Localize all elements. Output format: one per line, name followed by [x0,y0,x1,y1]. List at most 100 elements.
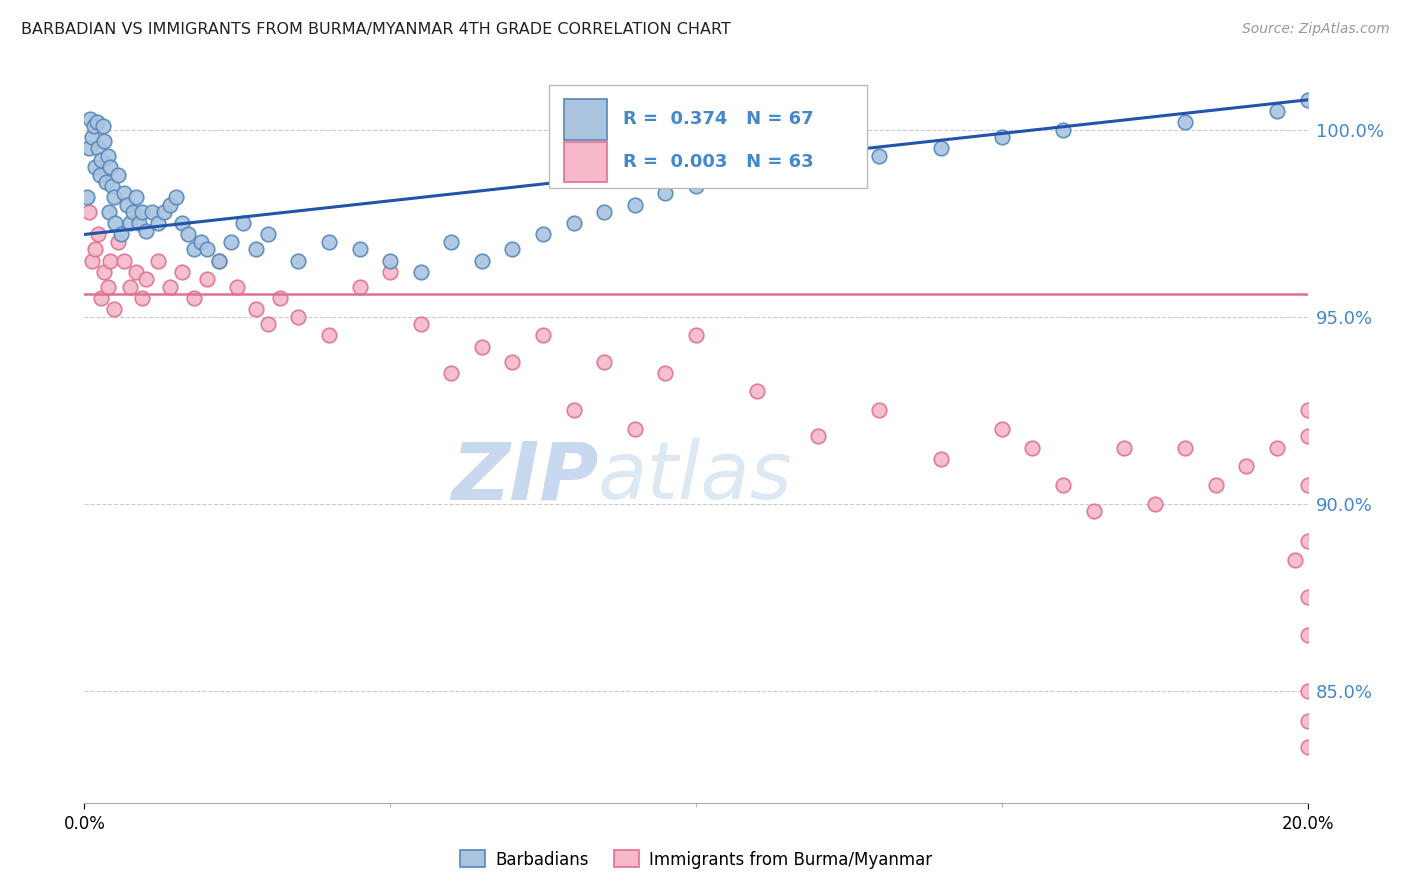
Point [131,291,153,305]
Point [1205,478,1227,492]
Point [562,216,585,230]
Point [1296,627,1319,641]
Point [195,243,218,257]
Point [245,302,267,317]
Point [685,328,707,343]
Point [125,190,148,204]
Point [929,141,952,155]
Point [195,272,218,286]
Point [318,328,340,343]
Point [91,119,114,133]
Point [287,310,309,324]
Point [90,153,112,167]
Point [79,112,101,126]
Point [245,243,267,257]
FancyBboxPatch shape [564,142,606,182]
Point [1296,683,1319,698]
Point [93,134,115,148]
Point [1284,553,1306,567]
Point [440,366,463,380]
Point [146,253,169,268]
Point [685,178,707,193]
Point [165,190,187,204]
Point [90,291,112,305]
Point [1296,478,1319,492]
Point [84,160,107,174]
Point [257,317,280,331]
Point [128,216,150,230]
Point [349,243,371,257]
Point [93,265,115,279]
Point [1296,739,1319,754]
Point [183,243,205,257]
Point [98,160,121,174]
Point [409,317,432,331]
Point [135,224,157,238]
Point [471,253,494,268]
Point [1296,403,1319,417]
Point [1174,115,1197,129]
Point [122,205,145,219]
Text: R =  0.003   N = 63: R = 0.003 N = 63 [623,153,813,171]
Point [1236,459,1258,474]
Point [562,403,585,417]
Point [120,280,142,294]
Point [98,253,121,268]
Point [104,216,127,230]
Point [172,265,194,279]
Point [869,149,891,163]
Point [257,227,280,242]
Point [1296,590,1319,604]
Point [97,205,120,219]
Point [807,429,830,443]
Point [86,115,108,129]
Text: Source: ZipAtlas.com: Source: ZipAtlas.com [1241,22,1389,37]
Point [141,205,163,219]
Point [146,216,169,230]
Point [1296,534,1319,549]
Point [593,354,616,368]
Point [531,328,554,343]
Point [107,168,129,182]
Text: atlas: atlas [598,438,793,516]
Point [131,205,153,219]
Point [87,227,110,242]
Point [747,384,769,399]
FancyBboxPatch shape [564,99,606,140]
Point [177,227,200,242]
Point [593,205,616,219]
Point [1021,441,1043,455]
Point [287,253,309,268]
Point [654,186,676,201]
Point [77,205,100,219]
Point [747,168,769,182]
Point [159,280,181,294]
Point [120,216,142,230]
Legend: Barbadians, Immigrants from Burma/Myanmar: Barbadians, Immigrants from Burma/Myanma… [460,850,932,869]
Point [624,422,647,436]
Point [101,178,124,193]
Point [87,141,110,155]
FancyBboxPatch shape [550,85,868,188]
Point [991,130,1014,145]
Point [1083,504,1105,518]
Point [84,243,107,257]
Point [153,205,176,219]
Text: BARBADIAN VS IMMIGRANTS FROM BURMA/MYANMAR 4TH GRADE CORRELATION CHART: BARBADIAN VS IMMIGRANTS FROM BURMA/MYANM… [21,22,731,37]
Point [219,235,242,249]
Point [110,227,132,242]
Point [190,235,212,249]
Point [1265,441,1288,455]
Point [183,291,205,305]
Point [991,422,1014,436]
Point [440,235,463,249]
Point [654,366,676,380]
Point [80,130,103,145]
Point [80,253,103,268]
Point [1052,122,1074,136]
Point [115,197,138,211]
Point [531,227,554,242]
Point [208,253,231,268]
Point [1296,714,1319,728]
Point [1174,441,1197,455]
